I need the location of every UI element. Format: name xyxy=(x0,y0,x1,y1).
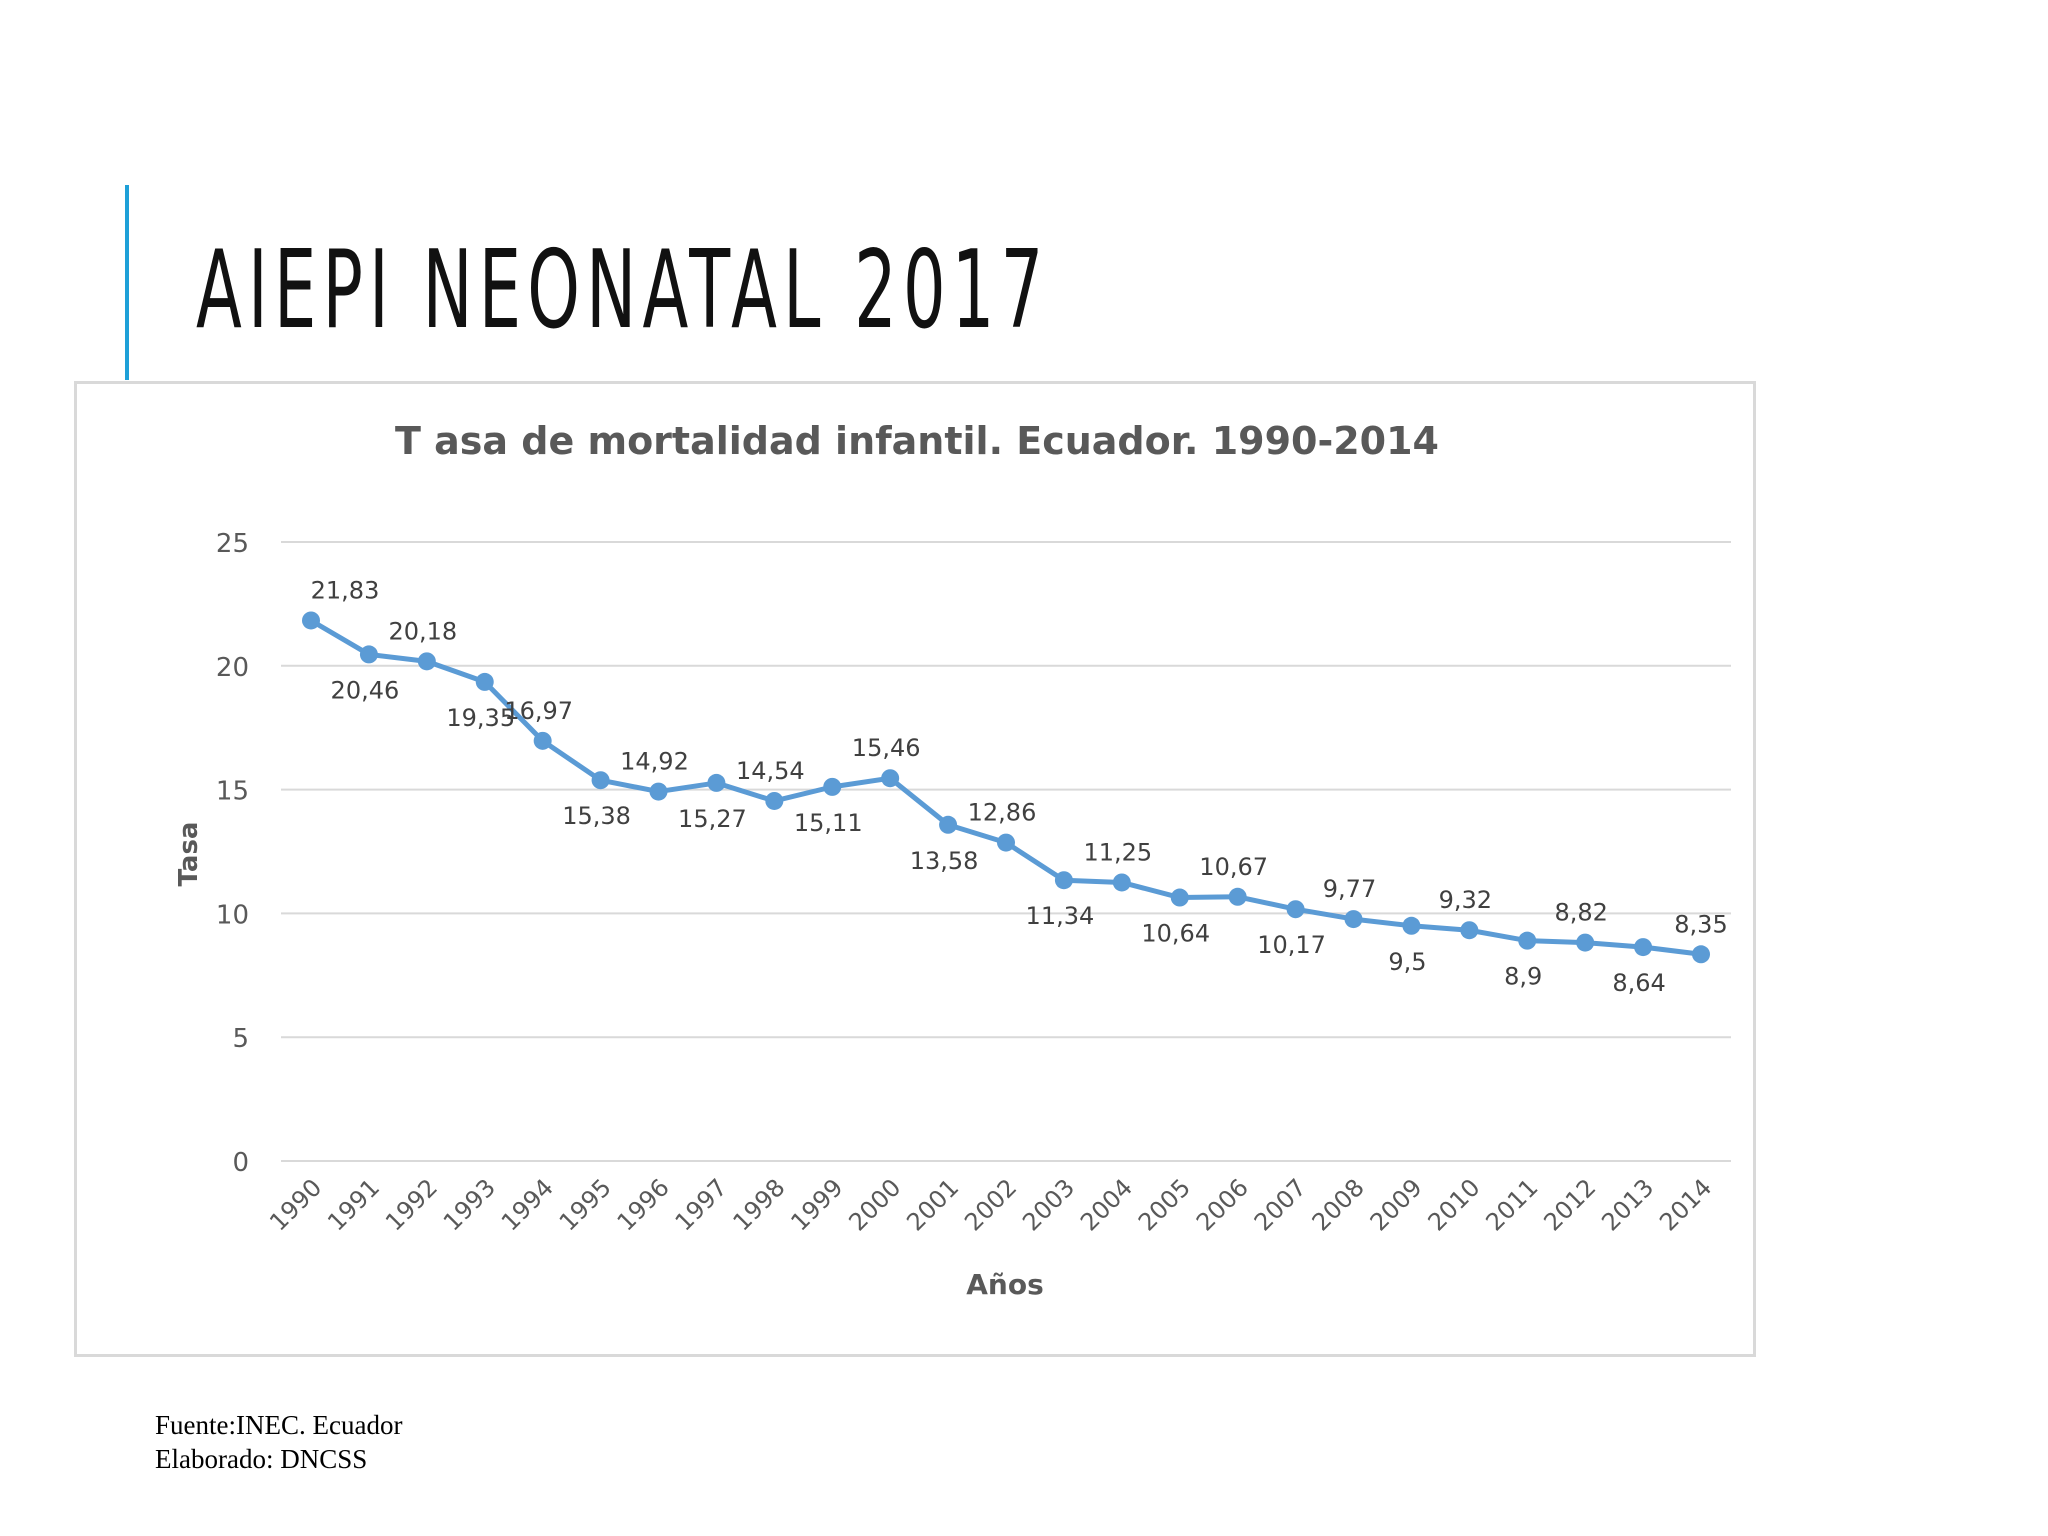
data-label: 15,38 xyxy=(562,802,631,830)
data-label: 14,54 xyxy=(736,757,805,785)
data-label: 10,67 xyxy=(1199,853,1268,881)
data-label: 16,97 xyxy=(504,697,573,725)
x-tick-label: 2007 xyxy=(1249,1173,1312,1236)
data-label: 20,46 xyxy=(331,676,400,704)
x-tick-label: 2013 xyxy=(1596,1173,1659,1236)
data-point xyxy=(1576,933,1595,952)
x-axis-label: Años xyxy=(966,1268,1044,1301)
data-label: 10,64 xyxy=(1141,920,1210,948)
data-point xyxy=(1286,900,1305,919)
x-tick-label: 1991 xyxy=(322,1173,385,1236)
data-point xyxy=(1344,910,1363,929)
x-tick-label: 2010 xyxy=(1423,1173,1486,1236)
data-label: 20,18 xyxy=(388,617,457,645)
data-label: 8,82 xyxy=(1554,899,1607,927)
slide-heading: AIEPI NEONATAL 2017 xyxy=(196,228,1050,353)
x-tick-label: 2000 xyxy=(843,1173,906,1236)
y-axis-label: Tasa xyxy=(174,822,204,887)
data-point xyxy=(997,833,1015,852)
y-tick-label: 10 xyxy=(216,900,249,930)
data-point xyxy=(1460,921,1479,940)
data-label: 11,34 xyxy=(1026,902,1095,930)
data-point xyxy=(1228,887,1247,906)
data-point xyxy=(1634,938,1653,957)
chart-container: T asa de mortalidad infantil. Ecuador. 1… xyxy=(74,381,1756,1357)
x-tick-label: 2002 xyxy=(959,1173,1022,1236)
data-point xyxy=(707,773,726,792)
data-point xyxy=(1402,916,1421,935)
x-tick-label: 1994 xyxy=(496,1173,559,1236)
data-point xyxy=(823,777,842,796)
data-point xyxy=(939,815,958,834)
x-tick-label: 2001 xyxy=(901,1173,964,1236)
data-label: 8,35 xyxy=(1674,910,1727,938)
data-point xyxy=(359,645,378,664)
footer-source: Fuente:INEC. Ecuador xyxy=(155,1410,403,1440)
data-point xyxy=(1692,945,1710,964)
data-label: 13,58 xyxy=(910,847,979,875)
y-tick-label: 5 xyxy=(232,1024,249,1054)
data-label: 12,86 xyxy=(968,799,1037,827)
x-tick-label: 1997 xyxy=(670,1173,733,1236)
data-label: 11,25 xyxy=(1083,838,1152,866)
data-point xyxy=(1170,888,1189,907)
data-label: 15,27 xyxy=(678,805,747,833)
data-label: 15,46 xyxy=(852,734,921,762)
x-tick-label: 2005 xyxy=(1133,1173,1196,1236)
data-label: 10,17 xyxy=(1257,931,1326,959)
data-point xyxy=(881,769,900,788)
x-tick-label: 2014 xyxy=(1654,1173,1717,1236)
data-label: 8,64 xyxy=(1612,969,1665,997)
x-tick-label: 1998 xyxy=(728,1173,791,1236)
chart-title: T asa de mortalidad infantil. Ecuador. 1… xyxy=(395,419,1439,463)
data-point xyxy=(1112,873,1131,892)
x-tick-label: 1992 xyxy=(380,1173,443,1236)
data-label: 14,92 xyxy=(620,748,689,776)
x-tick-label: 1990 xyxy=(264,1173,327,1236)
line-chart: T asa de mortalidad infantil. Ecuador. 1… xyxy=(174,419,1731,1301)
data-label: 9,32 xyxy=(1439,886,1492,914)
y-tick-label: 15 xyxy=(216,777,249,807)
x-tick-label: 1996 xyxy=(612,1173,675,1236)
x-tick-label: 2006 xyxy=(1191,1173,1254,1236)
x-tick-label: 2011 xyxy=(1481,1173,1544,1236)
x-tick-label: 1995 xyxy=(554,1173,617,1236)
data-point xyxy=(1054,871,1073,890)
accent-bar xyxy=(125,185,129,380)
data-point xyxy=(1518,931,1537,950)
data-label: 15,11 xyxy=(794,809,863,837)
data-point xyxy=(591,771,610,790)
data-label: 21,83 xyxy=(311,576,380,604)
data-label: 8,9 xyxy=(1504,963,1542,991)
y-tick-label: 20 xyxy=(216,653,249,683)
y-tick-label: 25 xyxy=(216,529,249,559)
y-tick-label: 0 xyxy=(232,1148,249,1178)
x-tick-label: 1993 xyxy=(438,1173,501,1236)
x-tick-label: 2009 xyxy=(1365,1173,1428,1236)
data-point xyxy=(302,611,320,630)
data-point xyxy=(533,731,552,750)
x-tick-label: 2008 xyxy=(1307,1173,1370,1236)
data-point xyxy=(649,782,668,801)
x-tick-label: 2004 xyxy=(1075,1173,1138,1236)
series-line xyxy=(309,618,1702,957)
data-label: 9,5 xyxy=(1388,948,1426,976)
x-tick-label: 2003 xyxy=(1017,1173,1080,1236)
data-point xyxy=(475,672,494,691)
data-label: 9,77 xyxy=(1323,875,1376,903)
data-label: 19,35 xyxy=(446,704,515,732)
data-point xyxy=(417,652,436,671)
x-tick-label: 1999 xyxy=(786,1173,849,1236)
x-tick-label: 2012 xyxy=(1538,1173,1601,1236)
data-point xyxy=(765,791,784,810)
footer-author: Elaborado: DNCSS xyxy=(155,1444,368,1474)
